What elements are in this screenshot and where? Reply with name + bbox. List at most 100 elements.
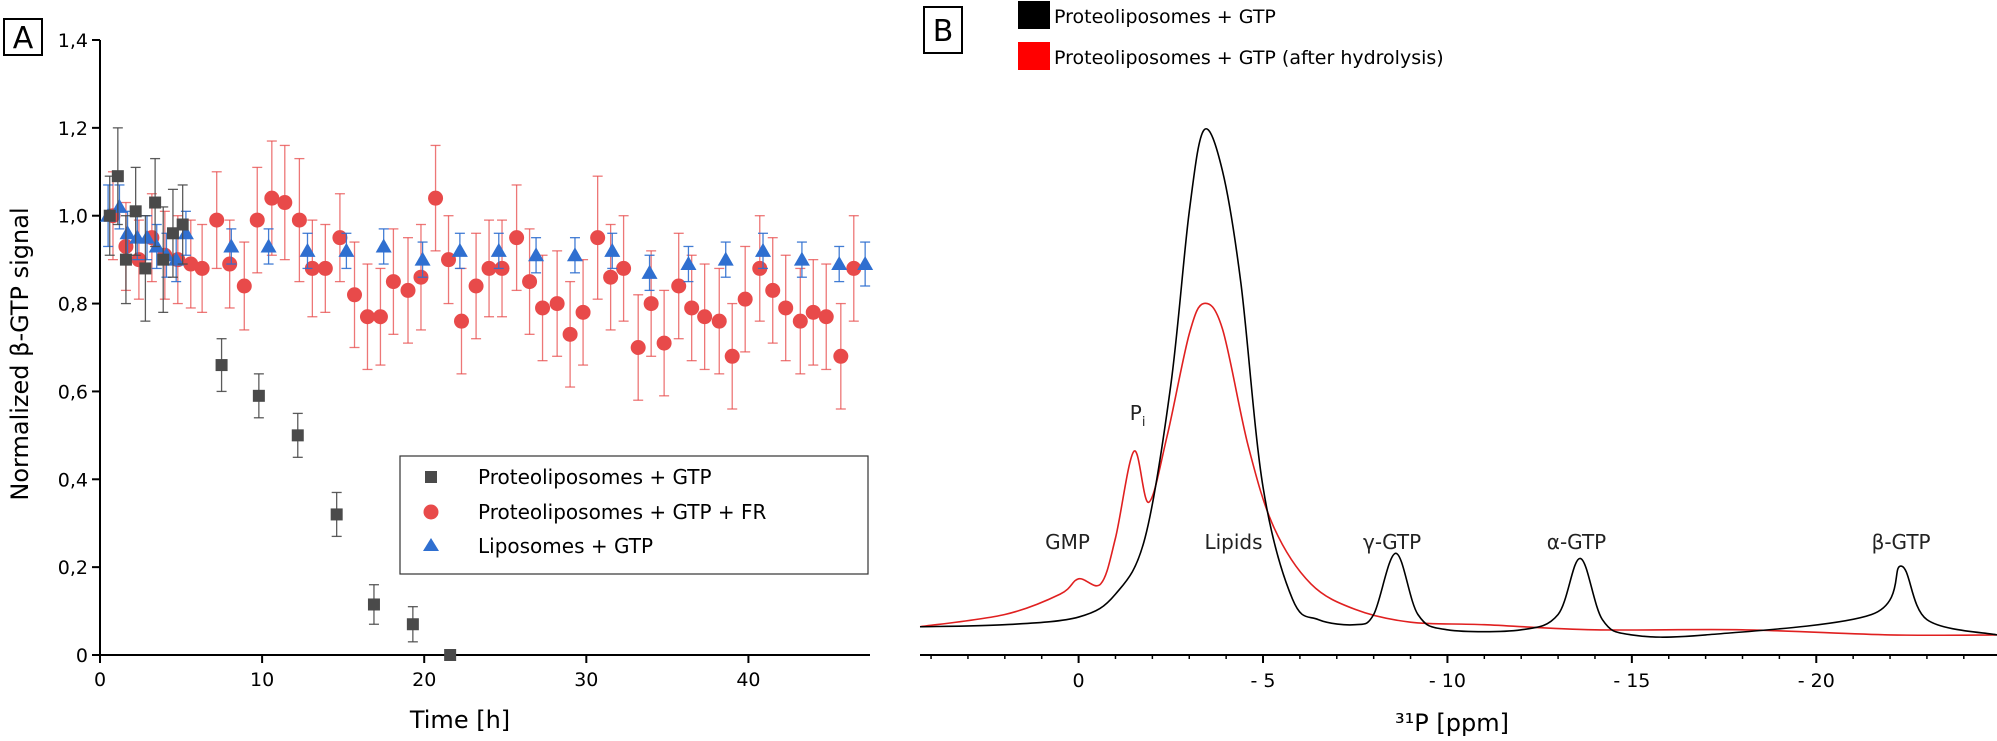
- a-point-triangle: [111, 198, 128, 213]
- a-legend-marker-triangle: [423, 538, 439, 551]
- a-point-square: [129, 205, 142, 218]
- a-series-square: [103, 127, 457, 661]
- b-x-tick-label: - 5: [1251, 670, 1276, 692]
- b-legend-swatch-red: [1018, 42, 1050, 70]
- a-y-tick-label: 1,4: [58, 30, 88, 52]
- b-legend-swatch-black: [1018, 1, 1050, 29]
- a-point-circle: [846, 260, 862, 276]
- a-point-square: [444, 649, 457, 661]
- a-point-circle: [468, 278, 484, 294]
- a-legend: Proteoliposomes + GTP Proteoliposomes + …: [399, 455, 869, 575]
- a-point-circle: [765, 282, 781, 298]
- a-point-circle: [737, 291, 753, 307]
- a-point-circle: [400, 282, 416, 298]
- a-point-circle: [264, 190, 280, 206]
- a-point-triangle: [223, 238, 240, 253]
- a-point-circle: [522, 274, 538, 290]
- b-spectrum-black: [919, 127, 1997, 638]
- a-point-circle: [616, 260, 632, 276]
- a-point-square: [330, 508, 343, 521]
- a-point-circle: [332, 230, 348, 246]
- a-legend-label-1: Proteoliposomes + GTP: [478, 465, 712, 489]
- a-x-tick-label: 30: [574, 669, 598, 691]
- a-point-square: [139, 262, 152, 275]
- a-point-circle: [724, 348, 740, 364]
- panel-label-b: B: [933, 14, 954, 49]
- a-point-circle: [792, 313, 808, 329]
- a-point-triangle: [604, 242, 621, 257]
- b-peak-label: α-GTP: [1547, 530, 1606, 554]
- a-point-square: [367, 598, 380, 611]
- chart-b: B Proteoliposomes + GTP Proteoliposomes …: [919, 1, 1997, 737]
- a-point-circle: [291, 212, 307, 228]
- b-peak-label: γ-GTP: [1363, 530, 1421, 554]
- panel-label-box-b: [923, 6, 963, 54]
- a-point-square: [149, 196, 162, 209]
- a-point-circle: [535, 300, 551, 316]
- a-x-tick-label: 0: [94, 669, 106, 691]
- a-point-circle: [833, 348, 849, 364]
- a-point-circle: [590, 230, 606, 246]
- a-y-tick-label: 1,0: [58, 206, 88, 228]
- a-point-triangle: [139, 229, 156, 244]
- a-point-triangle: [717, 251, 734, 266]
- a-point-circle: [183, 256, 199, 272]
- b-x-tick-label: 0: [1073, 670, 1085, 692]
- a-point-circle: [194, 260, 210, 276]
- b-peak-label: β-GTP: [1872, 530, 1931, 554]
- a-point-circle: [453, 313, 469, 329]
- a-series-triangle: [100, 184, 874, 292]
- a-legend-label-3: Liposomes + GTP: [478, 534, 653, 558]
- chart-a: A 0 0,2 0,4 0,6 0,8 1,0 1,2 1,4 0 10 20 30 40 Time …: [3, 18, 874, 734]
- a-point-circle: [509, 230, 525, 246]
- a-point-square: [103, 209, 116, 222]
- a-point-circle: [630, 340, 646, 355]
- a-y-tick-label: 0,2: [58, 557, 88, 579]
- b-x-tick-label: - 20: [1798, 670, 1835, 692]
- a-y-tick-label: 0,6: [58, 381, 88, 403]
- a-point-triangle: [566, 247, 583, 262]
- a-legend-box: [399, 455, 869, 575]
- a-point-circle: [249, 212, 265, 228]
- a-point-triangle: [148, 238, 165, 253]
- a-point-triangle: [857, 256, 874, 271]
- a-point-circle: [209, 212, 225, 228]
- a-point-circle: [656, 335, 672, 351]
- panel-label-box-a: [3, 18, 43, 56]
- a-legend-marker-square: [425, 471, 437, 483]
- a-axes: [99, 40, 870, 656]
- a-point-triangle: [680, 256, 697, 271]
- b-peak-label: GMP: [1045, 530, 1090, 554]
- a-y-tick-label: 0,4: [58, 469, 88, 491]
- a-point-circle: [643, 296, 659, 312]
- a-point-circle: [711, 313, 727, 329]
- a-point-circle: [359, 309, 375, 325]
- a-point-circle: [549, 296, 565, 312]
- a-point-triangle: [528, 247, 545, 262]
- a-point-triangle: [831, 256, 848, 271]
- b-x-tick-label: - 15: [1613, 670, 1650, 692]
- a-point-circle: [575, 304, 591, 320]
- b-x-ticks: 0 - 5 - 10 - 15 - 20: [930, 655, 1965, 692]
- a-y-tick-label: 1,2: [58, 118, 88, 140]
- a-point-triangle: [375, 238, 392, 253]
- a-point-circle: [236, 278, 252, 294]
- a-point-circle: [441, 252, 457, 268]
- a-point-triangle: [168, 251, 185, 266]
- a-point-circle: [277, 195, 293, 211]
- b-x-tick-label: - 10: [1429, 670, 1466, 692]
- a-point-circle: [684, 300, 700, 316]
- a-point-square: [111, 170, 124, 183]
- b-x-axis-title: ³¹P [ppm]: [1395, 709, 1509, 737]
- a-plot-area: [100, 127, 874, 661]
- a-point-square: [291, 429, 304, 442]
- a-x-tick-label: 40: [736, 669, 760, 691]
- a-point-triangle: [793, 251, 810, 266]
- a-y-ticks: 0 0,2 0,4 0,6 0,8 1,0 1,2 1,4: [58, 30, 100, 667]
- b-legend-label-2: Proteoliposomes + GTP (after hydrolysis): [1054, 47, 1444, 69]
- a-point-circle: [372, 309, 388, 325]
- b-peak-label: Pi: [1130, 401, 1146, 430]
- a-point-circle: [385, 274, 401, 290]
- a-point-triangle: [451, 242, 468, 257]
- a-point-triangle: [299, 242, 316, 257]
